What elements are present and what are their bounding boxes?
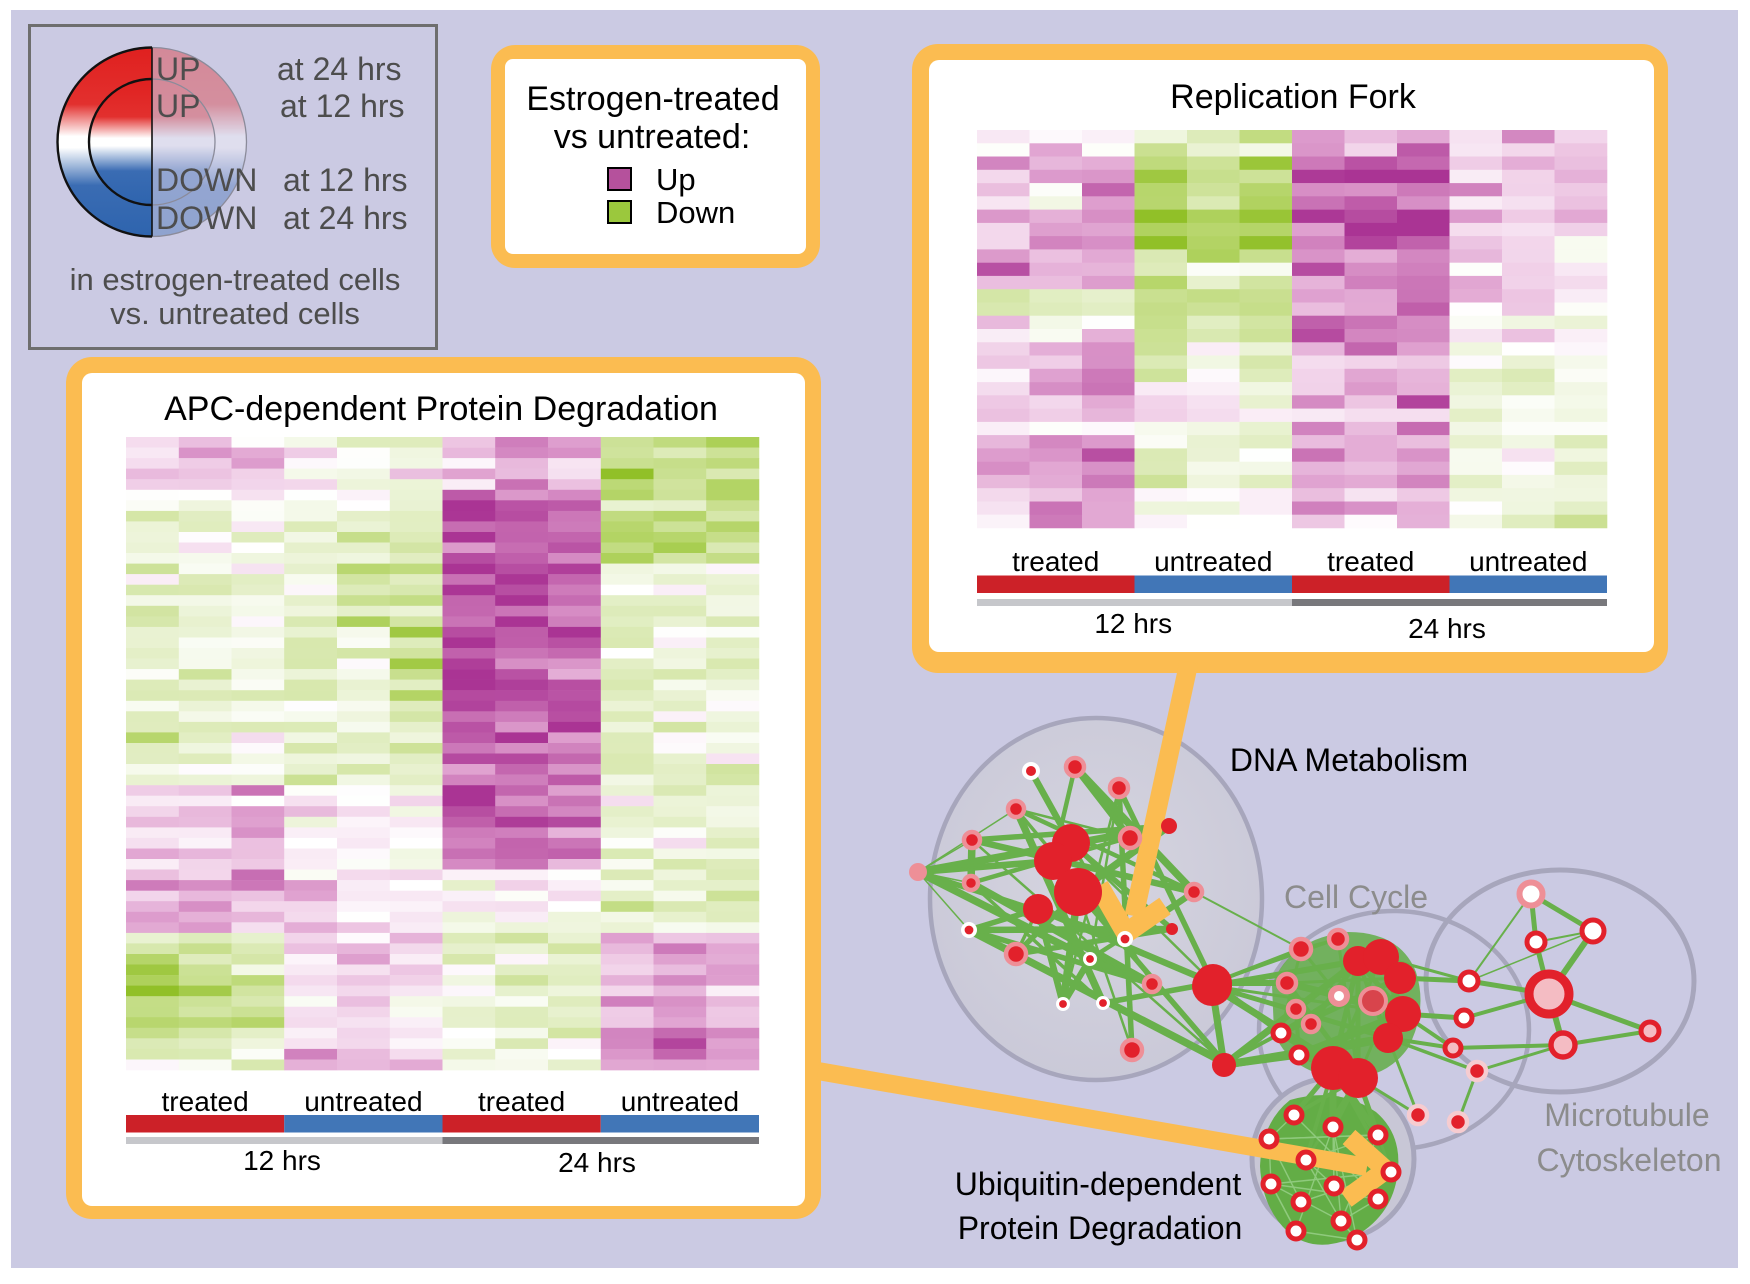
svg-text:at 24 hrs: at 24 hrs	[283, 200, 408, 236]
svg-text:Cell Cycle: Cell Cycle	[1284, 879, 1428, 915]
svg-text:Microtubule: Microtubule	[1544, 1097, 1709, 1133]
svg-text:at 12 hrs: at 12 hrs	[280, 88, 405, 124]
svg-text:treated: treated	[1327, 546, 1414, 577]
svg-text:Estrogen-treated: Estrogen-treated	[526, 80, 779, 118]
svg-text:treated: treated	[1012, 546, 1099, 577]
svg-text:at 12 hrs: at 12 hrs	[283, 162, 408, 198]
svg-text:APC-dependent Protein Degradat: APC-dependent Protein Degradation	[164, 390, 718, 428]
svg-text:untreated: untreated	[1469, 546, 1587, 577]
svg-text:UP: UP	[156, 88, 200, 124]
svg-text:untreated: untreated	[1154, 546, 1272, 577]
svg-text:Ubiquitin-dependent: Ubiquitin-dependent	[955, 1166, 1242, 1202]
svg-text:in estrogen-treated cells: in estrogen-treated cells	[70, 262, 401, 297]
svg-text:untreated: untreated	[621, 1086, 739, 1117]
svg-text:Protein Degradation: Protein Degradation	[958, 1210, 1243, 1246]
svg-text:24 hrs: 24 hrs	[558, 1147, 636, 1178]
svg-text:treated: treated	[478, 1086, 565, 1117]
svg-text:untreated: untreated	[304, 1086, 422, 1117]
svg-text:Cytoskeleton: Cytoskeleton	[1537, 1142, 1722, 1178]
svg-text:12 hrs: 12 hrs	[243, 1145, 321, 1176]
svg-text:Replication Fork: Replication Fork	[1170, 78, 1417, 116]
svg-text:treated: treated	[162, 1086, 249, 1117]
svg-text:at 24 hrs: at 24 hrs	[277, 51, 402, 87]
svg-text:vs untreated:: vs untreated:	[554, 118, 751, 156]
svg-text:DOWN: DOWN	[156, 162, 257, 198]
svg-text:24 hrs: 24 hrs	[1408, 613, 1486, 644]
svg-text:DNA Metabolism: DNA Metabolism	[1230, 742, 1468, 778]
svg-text:Down: Down	[656, 195, 735, 230]
svg-text:Up: Up	[656, 162, 696, 197]
svg-text:DOWN: DOWN	[156, 200, 257, 236]
svg-text:UP: UP	[156, 51, 200, 87]
svg-text:vs. untreated cells: vs. untreated cells	[110, 296, 360, 331]
svg-text:12 hrs: 12 hrs	[1094, 608, 1172, 639]
